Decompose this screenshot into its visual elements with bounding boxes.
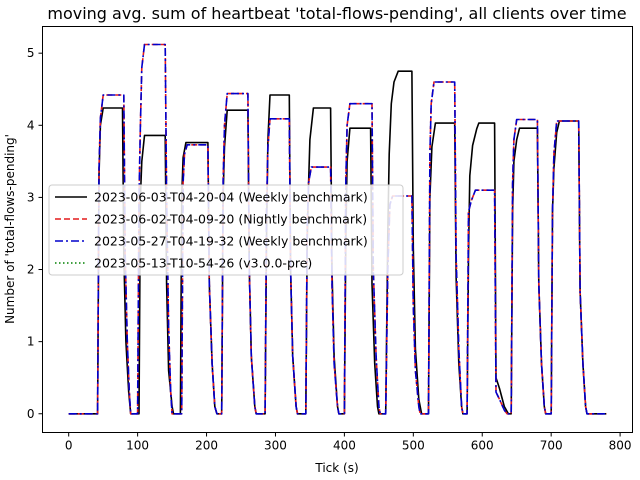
chart-title: moving avg. sum of heartbeat 'total-flow…	[47, 4, 626, 23]
x-tick-label: 100	[126, 439, 149, 453]
series-line-3	[68, 43, 607, 415]
y-tick-label: 2	[27, 263, 35, 277]
x-tick-label: 0	[65, 439, 73, 453]
y-tick-label: 4	[27, 118, 35, 132]
legend-label-3: 2023-05-27-T04-19-32 (Weekly benchmark)	[94, 234, 368, 249]
legend-box	[48, 184, 404, 276]
y-axis-label: Number of 'total-flows-pending'	[3, 134, 17, 324]
legend-label-2: 2023-06-02-T04-09-20 (Nightly benchmark)	[94, 212, 367, 227]
y-tick-label: 5	[27, 46, 35, 60]
x-axis: 0 100 200 300 400 500 600 700 800	[65, 432, 632, 453]
y-axis: 0 1 2 3 4 5	[27, 46, 43, 421]
y-tick-label: 0	[27, 407, 35, 421]
plot-frame	[42, 26, 633, 433]
legend-label-1: 2023-06-03-T04-20-04 (Weekly benchmark)	[94, 190, 368, 205]
y-tick-label: 1	[27, 335, 35, 349]
x-tick-label: 800	[609, 439, 632, 453]
x-axis-label: Tick (s)	[314, 461, 358, 475]
x-tick-label: 300	[264, 439, 287, 453]
x-tick-label: 200	[195, 439, 218, 453]
x-tick-label: 600	[471, 439, 494, 453]
x-tick-label: 400	[333, 439, 356, 453]
x-tick-label: 700	[540, 439, 563, 453]
x-tick-label: 500	[402, 439, 425, 453]
legend: 2023-06-03-T04-20-04 (Weekly benchmark) 2…	[48, 184, 404, 276]
series-layer	[68, 43, 607, 415]
legend-label-4: 2023-05-13-T10-54-26 (v3.0.0-pre)	[94, 256, 312, 271]
y-tick-label: 3	[27, 190, 35, 204]
